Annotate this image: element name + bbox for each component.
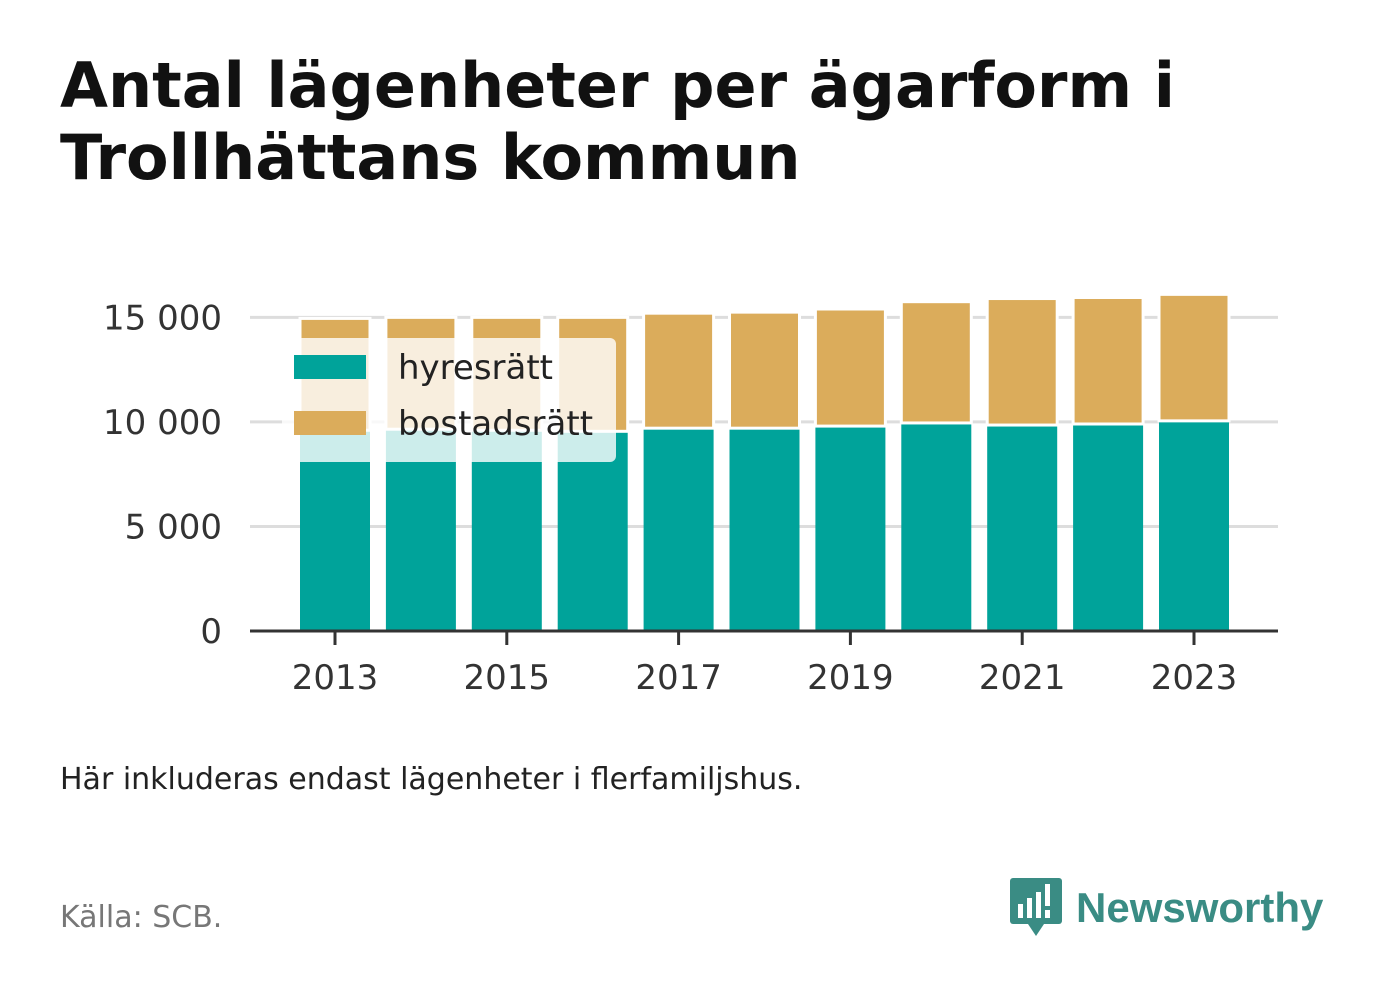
source-label: Källa: SCB.	[60, 900, 223, 935]
bar-hyresratt	[1073, 424, 1144, 631]
axes: 2013 2015 2017 2019 2021 2023	[250, 629, 1278, 698]
legend-label: hyresrätt	[398, 348, 553, 388]
x-tick-label: 2013	[292, 658, 379, 698]
bar-bostadsratt	[1157, 292, 1231, 423]
chart-note: Här inkluderas endast lägenheter i flerf…	[60, 762, 803, 797]
bar-bostadsratt	[642, 311, 716, 430]
bar-hyresratt	[815, 426, 886, 631]
bar-hyresratt	[557, 431, 628, 631]
bar-hyresratt	[643, 428, 714, 631]
bar-bostadsratt	[1071, 296, 1145, 426]
x-tick-label: 2015	[464, 658, 551, 698]
legend-swatch	[294, 411, 366, 435]
bar-hyresratt	[729, 428, 800, 631]
legend: hyresrätt bostadsrätt	[282, 338, 616, 462]
y-tick-label: 10 000	[103, 403, 222, 443]
x-tick-label: 2021	[979, 658, 1066, 698]
brand-name: Newsworthy	[1076, 884, 1324, 931]
bar-hyresratt	[471, 430, 542, 631]
bar-bostadsratt	[899, 300, 973, 425]
x-tick-label: 2017	[635, 658, 722, 698]
brand-logo: Newsworthy	[1010, 878, 1323, 938]
bar-bostadsratt	[813, 307, 887, 428]
y-tick-label: 5 000	[125, 507, 222, 547]
bar-hyresratt	[385, 429, 456, 631]
x-tick-label: 2023	[1151, 658, 1238, 698]
bar-hyresratt	[1159, 420, 1229, 631]
y-tick-label: 0	[200, 612, 222, 652]
x-tick-label: 2019	[807, 658, 894, 698]
bar-hyresratt	[300, 430, 370, 631]
bar-hyresratt	[901, 422, 972, 631]
bar-bostadsratt	[985, 297, 1059, 427]
legend-swatch	[294, 355, 366, 379]
y-tick-label: 15 000	[103, 298, 222, 338]
chart-title: Antal lägenheter per ägarform i Trollhät…	[60, 49, 1175, 194]
legend-label: bostadsrätt	[398, 404, 593, 444]
bar-chart-speech-icon	[1010, 878, 1062, 936]
bar-bostadsratt	[728, 310, 801, 430]
bar-hyresratt	[987, 425, 1058, 631]
